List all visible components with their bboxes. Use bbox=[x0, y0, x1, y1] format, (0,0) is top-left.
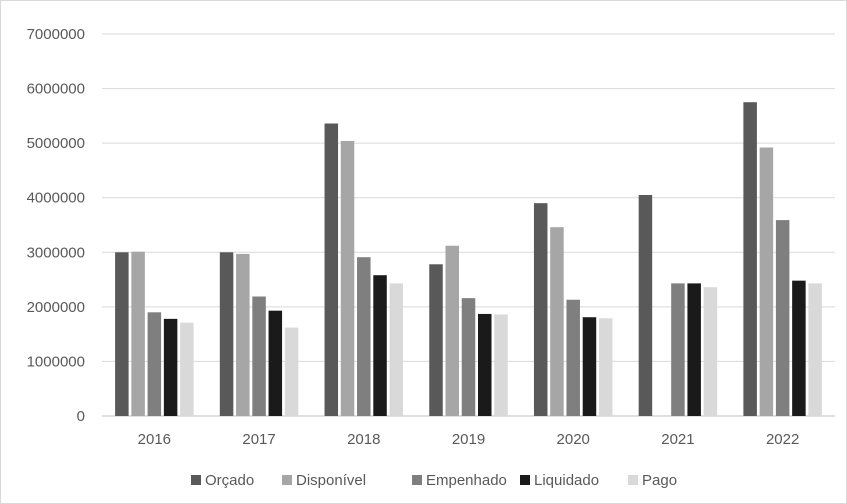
legend-label: Orçado bbox=[205, 472, 254, 489]
x-tick-label: 2016 bbox=[138, 431, 171, 448]
y-tick-label: 3000000 bbox=[27, 244, 85, 261]
bar-orcado-2019 bbox=[429, 264, 443, 416]
legend-label: Liquidado bbox=[534, 472, 599, 489]
y-axis: 0 1000000 2000000 3000000 4000000 5000000 6000… bbox=[27, 26, 85, 425]
y-tick-label: 7000000 bbox=[27, 26, 85, 43]
y-tick-label: 0 bbox=[77, 408, 85, 425]
y-tick-label: 2000000 bbox=[27, 299, 85, 316]
bars bbox=[115, 102, 822, 417]
bar-orcado-2016 bbox=[115, 252, 129, 416]
y-tick-label: 1000000 bbox=[27, 353, 85, 370]
bar-disponivel-2020 bbox=[550, 227, 564, 416]
x-tick-label: 2019 bbox=[452, 431, 485, 448]
bar-liquidado-2021 bbox=[687, 283, 701, 416]
bar-empenhado-2022 bbox=[775, 220, 790, 416]
x-tick-label: 2021 bbox=[661, 431, 694, 448]
bar-liquidado-2017 bbox=[268, 310, 283, 416]
bar-disponivel-2019 bbox=[445, 245, 459, 416]
legend-swatch bbox=[628, 475, 638, 485]
bar-pago-2022 bbox=[808, 283, 822, 416]
bar-pago-2019 bbox=[494, 314, 508, 416]
legend-swatch bbox=[520, 475, 530, 485]
bar-empenhado-2017 bbox=[252, 296, 266, 416]
bar-pago-2020 bbox=[598, 318, 613, 416]
bar-orcado-2017 bbox=[219, 252, 234, 416]
bar-liquidado-2016 bbox=[163, 318, 178, 416]
x-tick-label: 2018 bbox=[347, 431, 380, 448]
bar-pago-2018 bbox=[389, 283, 404, 416]
y-tick-label: 4000000 bbox=[27, 190, 85, 207]
bar-orcado-2021 bbox=[638, 194, 653, 416]
x-tick-label: 2022 bbox=[766, 431, 799, 448]
bar-liquidado-2018 bbox=[373, 275, 387, 416]
bar-liquidado-2019 bbox=[478, 313, 492, 416]
bar-pago-2016 bbox=[180, 322, 194, 416]
bar-disponivel-2018 bbox=[340, 140, 355, 416]
legend-label: Pago bbox=[642, 472, 677, 489]
x-axis: 2016 2017 2018 2019 2020 2021 2022 bbox=[138, 431, 800, 448]
legend: Orçado Disponível Empenhado Liquidado Pago bbox=[191, 472, 677, 489]
bar-empenhado-2021 bbox=[671, 283, 685, 416]
x-tick-label: 2017 bbox=[242, 431, 275, 448]
legend-swatch bbox=[191, 475, 201, 485]
bar-disponivel-2016 bbox=[131, 251, 145, 416]
bar-liquidado-2020 bbox=[582, 317, 597, 416]
bar-liquidado-2022 bbox=[792, 280, 806, 416]
y-tick-label: 5000000 bbox=[27, 135, 85, 152]
bar-empenhado-2016 bbox=[147, 312, 162, 416]
legend-swatch bbox=[282, 475, 292, 485]
bar-empenhado-2018 bbox=[357, 257, 371, 416]
bar-orcado-2018 bbox=[324, 123, 339, 416]
bar-disponivel-2017 bbox=[236, 253, 250, 416]
bar-empenhado-2020 bbox=[566, 299, 580, 416]
bar-pago-2017 bbox=[284, 327, 299, 416]
bar-empenhado-2019 bbox=[461, 298, 476, 416]
x-tick-label: 2020 bbox=[557, 431, 590, 448]
bar-pago-2021 bbox=[703, 287, 718, 416]
bar-disponivel-2022 bbox=[759, 147, 774, 416]
bar-orcado-2020 bbox=[533, 203, 548, 416]
legend-label: Empenhado bbox=[426, 472, 507, 489]
bar-orcado-2022 bbox=[743, 102, 757, 417]
legend-swatch bbox=[412, 475, 422, 485]
y-tick-label: 6000000 bbox=[27, 81, 85, 98]
legend-label: Disponível bbox=[296, 472, 366, 489]
